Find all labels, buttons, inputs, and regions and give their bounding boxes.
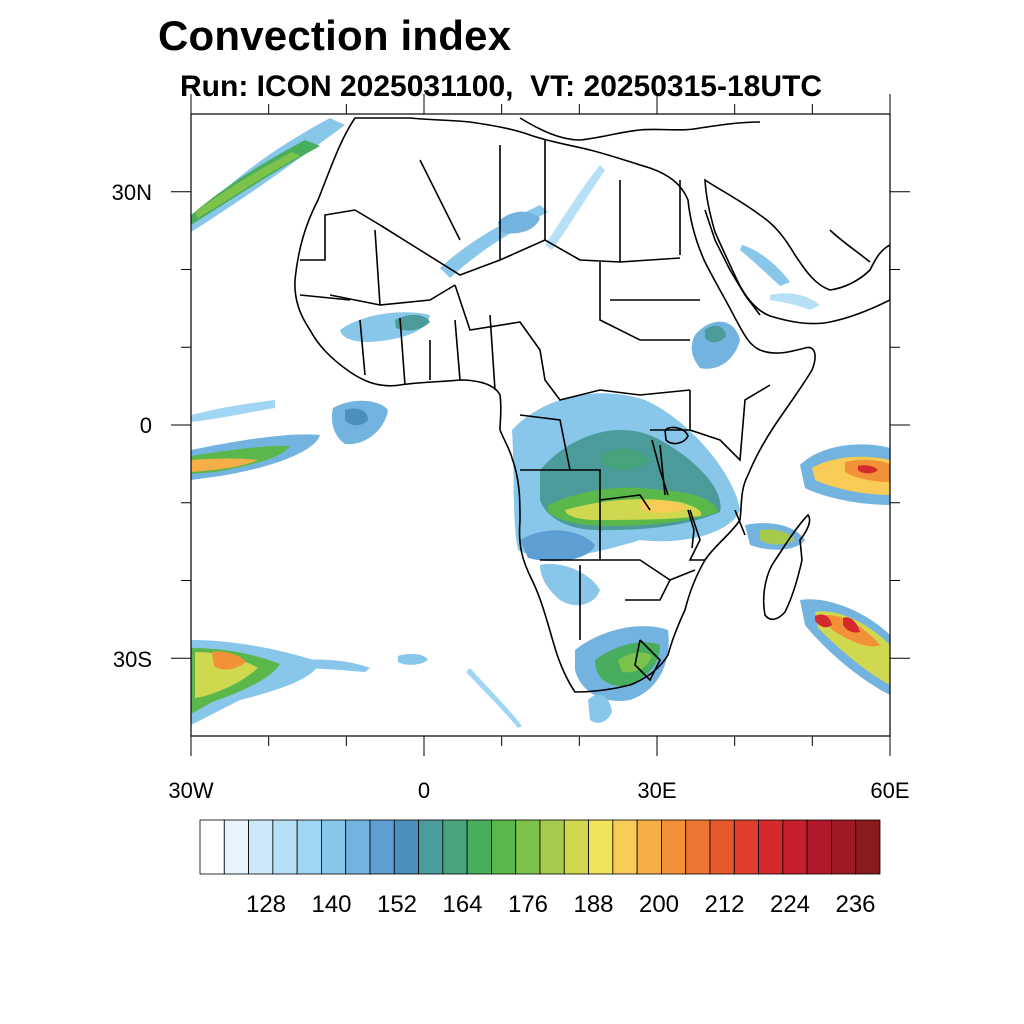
colorbar-swatch	[393, 819, 419, 875]
colorbar-swatch	[831, 819, 857, 875]
field-angola	[520, 530, 595, 562]
border-west	[299, 209, 431, 386]
colorbar-swatch	[515, 819, 541, 875]
colorbar-swatch	[272, 819, 298, 875]
colorbar-swatch	[612, 819, 638, 875]
border-algeria	[374, 159, 461, 306]
colorbar-swatch	[855, 819, 881, 875]
colorbar-label: 188	[573, 891, 613, 918]
colorbar-swatch	[733, 819, 759, 875]
border-south	[540, 500, 696, 682]
colorbar-swatch	[539, 819, 565, 875]
mediterranean-coast	[519, 117, 761, 141]
field-ethiopia-core	[705, 325, 726, 343]
field-madagascar-se-red	[815, 614, 832, 628]
africa-coastline	[294, 117, 816, 693]
lake-victoria	[664, 426, 689, 445]
colorbar-label: 164	[442, 891, 482, 918]
colorbar-swatch	[782, 819, 808, 875]
border-nigeria	[454, 314, 496, 391]
lake-malawi	[687, 509, 695, 549]
border-egypt	[619, 180, 681, 262]
colorbar-swatch	[418, 819, 444, 875]
colorbar-swatch	[369, 819, 395, 875]
run-subtitle: Run: ICON 2025031100, VT: 20250315-18UTC	[180, 70, 822, 103]
field-congo-orange	[640, 500, 688, 513]
field-arabia-2	[770, 293, 820, 310]
coastlines	[294, 117, 890, 693]
field-south-atlantic-blob	[398, 653, 428, 665]
colorbar-label: 128	[246, 891, 286, 918]
colorbar-swatch	[685, 819, 711, 875]
colorbar-label: 224	[770, 891, 810, 918]
colorbar-label: 212	[704, 891, 744, 918]
red-sea	[704, 209, 761, 316]
axis-labels: 30W 0 30E 60E 30N 0 30S	[112, 180, 910, 803]
colorbar-swatch	[636, 819, 662, 875]
field-io-hot	[858, 465, 878, 474]
x-tick-label: 60E	[870, 778, 909, 803]
field-south-atlantic-orange	[212, 651, 246, 670]
colorbar-swatch	[491, 819, 517, 875]
arabia-coastline	[704, 178, 890, 325]
colorbar-swatch	[248, 819, 274, 875]
persian-gulf	[829, 229, 871, 263]
border-central	[454, 284, 691, 401]
colorbar-swatch	[199, 819, 225, 875]
colorbar-swatch	[709, 819, 735, 875]
border-congo	[519, 414, 651, 511]
colorbar-swatch	[806, 819, 832, 875]
convection-field	[191, 118, 890, 728]
colorbar	[199, 819, 881, 875]
field-eq-atlantic-top	[191, 400, 275, 422]
colorbar-swatch	[321, 819, 347, 875]
field-sahara-streak-2	[545, 165, 605, 250]
field-south-atlantic-streak	[466, 668, 522, 728]
colorbar-swatch	[223, 819, 249, 875]
border-mozambique	[688, 509, 746, 561]
border-libya	[499, 140, 546, 260]
colorbar-label: 176	[508, 891, 548, 918]
y-tick-label: 30S	[113, 647, 152, 672]
colorbar-swatch	[563, 819, 589, 875]
colorbar-labels: 128 140 152 164 176 188 200 212 224 236	[246, 891, 876, 918]
field-malawi-core	[760, 529, 795, 545]
field-southern-tail	[588, 694, 612, 723]
map-title: Convection index	[158, 12, 512, 59]
x-tick-label: 30W	[168, 778, 213, 803]
field-arabia	[740, 245, 790, 286]
colorbar-label: 152	[377, 891, 417, 918]
colorbar-label: 140	[311, 891, 351, 918]
colorbar-swatch	[442, 819, 468, 875]
field-north-atlantic-inner	[195, 152, 300, 218]
field-madagascar-se-red-2	[843, 617, 860, 633]
axis-ticks	[171, 94, 910, 756]
colorbar-label: 200	[639, 891, 679, 918]
colorbar-swatch	[296, 819, 322, 875]
y-tick-label: 0	[140, 413, 152, 438]
border-sudan	[599, 262, 700, 341]
colorbar-swatch	[758, 819, 784, 875]
field-south-atlantic-tail	[300, 659, 370, 672]
field-gulf-guinea-core	[345, 408, 368, 426]
colorbar-label: 236	[835, 891, 875, 918]
field-ethiopia	[691, 321, 740, 369]
x-tick-label: 0	[418, 778, 430, 803]
field-west-africa-core	[395, 314, 430, 331]
lake-tanganyika	[651, 439, 669, 496]
y-tick-label: 30N	[112, 180, 152, 205]
colorbar-swatch	[466, 819, 492, 875]
field-sahara-blob	[498, 211, 540, 234]
colorbar-swatch	[588, 819, 614, 875]
field-eq-atlantic-inner	[191, 458, 258, 472]
field-congo-green-2	[600, 448, 650, 470]
field-north-atlantic-core	[191, 140, 320, 225]
colorbar-swatch	[345, 819, 371, 875]
field-namibia	[540, 563, 600, 606]
madagascar-coastline	[762, 513, 811, 621]
x-tick-label: 30E	[637, 778, 676, 803]
border-sahel-2	[329, 284, 456, 306]
colorbar-swatch	[661, 819, 687, 875]
